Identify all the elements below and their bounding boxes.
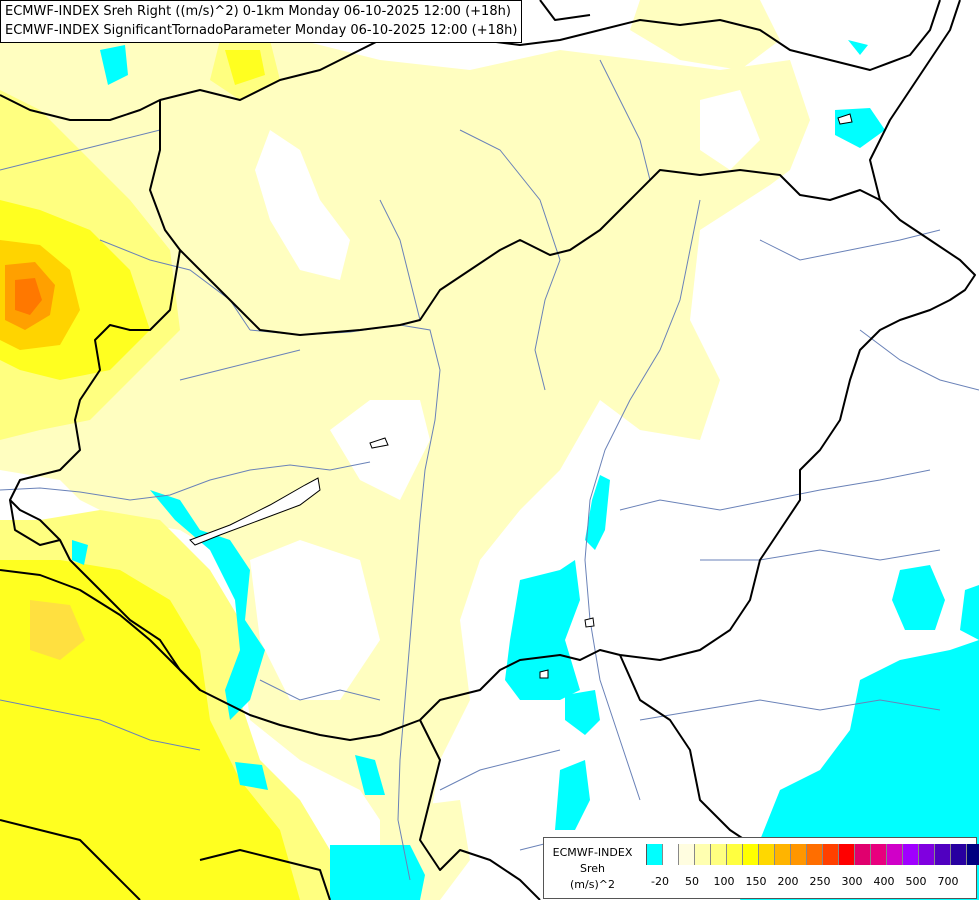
sreh-negative-area (505, 560, 580, 700)
legend-tick-label: 400 (873, 875, 895, 888)
legend-tick-label: 150 (745, 875, 767, 888)
legend-variable: Sreh (579, 862, 605, 875)
lake (369, 437, 389, 449)
border-bosnia (199, 849, 331, 900)
sreh-negative-area (892, 565, 945, 630)
color-legend: ECMWF-INDEX Sreh (m/s)^2 -20 50 100 150 200 2… (543, 837, 979, 899)
border-romania-south (619, 654, 761, 851)
legend-tick-label: -20 (651, 875, 669, 888)
legend-unit: (m/s)^2 (570, 878, 615, 891)
sreh-negative-area (72, 540, 88, 565)
legend-swatch (662, 844, 678, 865)
border-hungary (9, 169, 976, 741)
legend-swatch (950, 844, 966, 865)
legend-swatch (886, 844, 902, 865)
legend-swatch (870, 844, 886, 865)
sreh-negative-area (585, 475, 610, 550)
river (759, 229, 941, 261)
border-southwest (0, 819, 141, 900)
river (0, 129, 161, 171)
sreh-bright-yellow-area (225, 50, 265, 85)
legend-swatch (806, 844, 822, 865)
legend-tick-label: 300 (841, 875, 863, 888)
river (179, 349, 301, 381)
legend-swatch (646, 844, 662, 865)
legend-title: ECMWF-INDEX (552, 846, 633, 859)
river (859, 329, 979, 391)
river (259, 679, 381, 701)
legend-swatch (934, 844, 950, 865)
title-line-2: ECMWF-INDEX SignificantTornadoParameter … (5, 23, 518, 38)
legend-tick-label: 50 (685, 875, 699, 888)
legend-swatch (918, 844, 934, 865)
border-ukraine (869, 0, 961, 201)
sreh-white-hole (330, 400, 430, 500)
border-austria-slovakia (0, 94, 181, 251)
sreh-negative-area (960, 585, 979, 640)
legend-swatch (838, 844, 854, 865)
sreh-negative-area (150, 490, 265, 720)
lake-balaton (189, 477, 321, 546)
sreh-white-hole (700, 90, 760, 170)
river (639, 699, 941, 721)
legend-tick-label: 700 (937, 875, 959, 888)
sreh-negative-area (740, 640, 979, 900)
legend-swatch (726, 844, 742, 865)
legend-swatch (694, 844, 710, 865)
border-serbia (419, 719, 541, 900)
legend-swatch (758, 844, 774, 865)
legend-swatch (710, 844, 726, 865)
legend-color-scale (646, 844, 979, 865)
river (99, 239, 251, 331)
sreh-gold-area (30, 600, 85, 660)
border-west (9, 499, 61, 546)
legend-tick-label: 100 (713, 875, 735, 888)
sreh-negative-area (565, 690, 600, 735)
sreh-negative-area (235, 762, 268, 790)
lake (584, 617, 595, 628)
river-tisza (584, 199, 701, 801)
legend-swatch (790, 844, 806, 865)
title-line-1: ECMWF-INDEX Sreh Right ((m/s)^2) 0-1km M… (5, 4, 511, 19)
sreh-negative-area (355, 755, 385, 795)
river (379, 199, 421, 321)
border-north-small (539, 0, 591, 21)
river (0, 699, 201, 751)
sreh-white-hole (250, 540, 380, 700)
legend-swatch (966, 844, 979, 865)
lake (539, 669, 549, 679)
river (700, 549, 941, 561)
river (459, 129, 561, 391)
sreh-negative-area (100, 45, 128, 85)
legend-tick-label: 200 (777, 875, 799, 888)
border-slovakia-north (159, 0, 941, 101)
legend-tick-label: 500 (905, 875, 927, 888)
legend-tick-label: 250 (809, 875, 831, 888)
sreh-light-yellow-top-right (630, 0, 780, 70)
legend-swatch (774, 844, 790, 865)
border-croatia (0, 569, 201, 691)
river (439, 749, 561, 791)
legend-swatch (902, 844, 918, 865)
rivers (0, 59, 979, 881)
sreh-negative-area (848, 40, 868, 55)
river (619, 469, 931, 511)
legend-swatch (678, 844, 694, 865)
sreh-white-hole (255, 130, 350, 280)
lake (837, 113, 853, 125)
sreh-negative-area (555, 760, 590, 830)
river (599, 59, 651, 181)
river-danube (0, 461, 371, 501)
map-title: ECMWF-INDEX Sreh Right ((m/s)^2) 0-1km M… (0, 0, 523, 43)
sreh-negative-area (330, 845, 425, 900)
legend-swatch (742, 844, 758, 865)
legend-tick-labels: -20 50 100 150 200 250 300 400 500 700 (646, 875, 976, 889)
sreh-dark-orange-area (15, 278, 42, 315)
legend-swatch (854, 844, 870, 865)
legend-swatch (822, 844, 838, 865)
